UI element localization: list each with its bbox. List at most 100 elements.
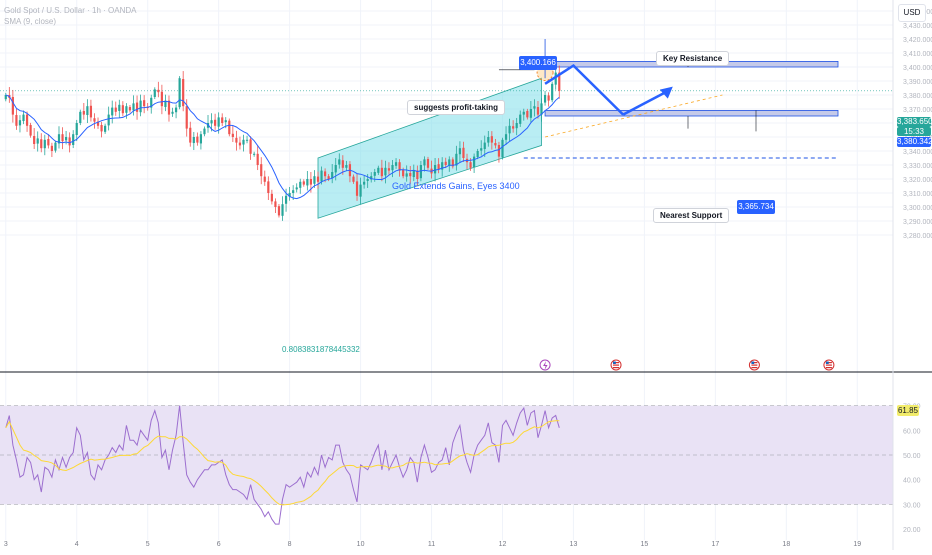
candle-body [171,111,174,114]
candle [114,101,117,116]
candle-body [235,137,238,143]
candle [441,157,444,177]
lightning-glyph [543,361,548,370]
flag-canton [751,361,755,364]
chart-title-annotation[interactable]: Gold Extends Gains, Eyes 3400 [392,181,520,191]
candle-body [554,72,557,85]
nearest-support-note[interactable]: Nearest Support [653,208,730,223]
candle [391,159,394,178]
candle [394,158,398,169]
candle-body [40,139,43,149]
candle-body [316,176,320,182]
candle [423,156,426,172]
candle-body [210,120,213,124]
candle-body [558,72,561,91]
candle-body [57,134,61,144]
rsi-value-tag: 61.85 [897,405,919,416]
candle-body [504,134,508,140]
currency-button[interactable]: USD [898,4,926,22]
candle [128,104,132,113]
candle-body [292,190,295,193]
candle [490,131,493,150]
candle-body [366,179,369,181]
candle [476,148,479,160]
candle-body [387,168,391,171]
candle [245,135,249,144]
candle [192,131,195,151]
candle-body [47,138,50,146]
candle-body [217,117,220,127]
candle [253,151,256,157]
candle [551,81,554,103]
candle-body [68,137,71,146]
candle [536,101,540,119]
countdown-tag: 15:33 [897,127,931,136]
rsi-tick-label: 30.00 [903,502,921,509]
candle [256,145,259,171]
rsi-tick-label: 20.00 [903,527,921,534]
candle [295,183,298,193]
candle-body [238,142,242,146]
price-tick-label: 3,420.000 [903,37,932,44]
candle [451,157,454,169]
candle [277,204,281,218]
candle-body [15,115,18,126]
candle-body [82,110,85,115]
candle [157,81,160,98]
candle-body [519,114,522,124]
candle-body [352,176,355,182]
candle-body [288,193,291,197]
candle-body [426,158,430,168]
candle [43,134,46,156]
flag-canton [613,361,616,364]
candle-body [125,106,128,113]
time-tick-label: 19 [853,541,861,548]
candle [36,131,39,152]
candle [352,174,355,184]
candle-body [178,78,181,108]
candle-body [260,164,263,177]
candle-body [320,170,323,182]
candle [416,165,419,186]
candle [22,110,25,125]
candle-body [508,125,511,134]
candle [504,126,508,145]
candle [377,165,380,175]
profit-taking-note[interactable]: suggests profit-taking [407,100,506,115]
time-tick-label: 18 [782,541,790,548]
candle [409,165,412,185]
candle-body [11,96,14,115]
price-tick-label: 3,410.000 [903,51,932,58]
candle [150,94,153,114]
flag-stripe [751,362,758,364]
support-price-tag[interactable]: 3,365.734 [737,200,775,214]
projection-path [544,64,673,116]
candle-body [72,134,75,145]
candle [199,131,203,150]
price-tick-label: 3,290.000 [903,219,932,226]
candle [235,130,238,151]
rsi-tick-label: 50.00 [903,453,921,460]
price-tick-label: 3,310.000 [903,191,932,198]
candle [267,176,270,200]
candle-body [221,117,224,123]
indicator-info[interactable]: SMA (9, close) [4,17,57,26]
candle [132,95,135,116]
price-tick-label: 3,320.000 [903,177,932,184]
projection-arrow-shaft [622,90,668,116]
candle [96,117,100,129]
candle-body [441,162,444,170]
candle [299,178,302,194]
candle-body [384,167,387,176]
projection-zigzag [544,64,625,116]
symbol-info[interactable]: Gold Spot / U.S. Dollar · 1h · OANDA [4,6,137,15]
candle-body [377,167,380,173]
high-price-tag[interactable]: 3,400.166 [519,56,557,70]
price-tick-label: 3,430.000 [903,23,932,30]
candle-body [224,120,227,123]
fib-level-label: 0.8083831878445332 [282,345,360,354]
key-resistance-note[interactable]: Key Resistance [656,51,730,66]
candle-body [444,161,447,165]
candle-body [497,144,501,157]
